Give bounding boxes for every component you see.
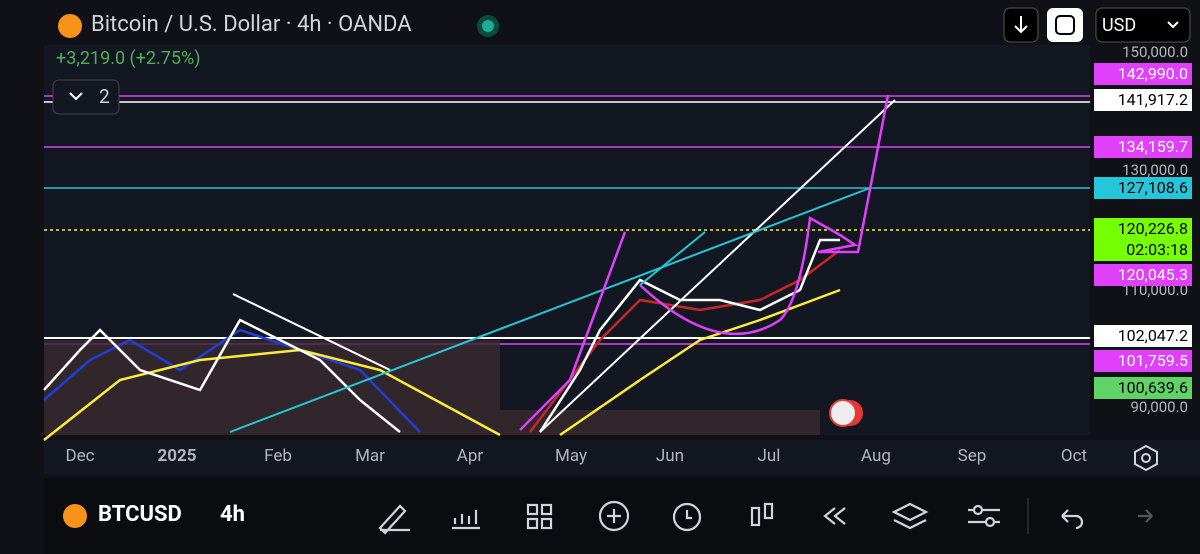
indicator-count: 2 <box>99 85 110 108</box>
indicator-toggle[interactable] <box>52 79 120 115</box>
price-grid-label: 130,000.0 <box>1122 161 1188 179</box>
time-axis-label: May <box>554 446 588 466</box>
time-axis-label: Aug <box>861 446 891 466</box>
price-level-label: 101,759.5 <box>1094 350 1192 372</box>
time-axis-label: Apr <box>456 446 484 466</box>
price-level-label: 120,045.3 <box>1094 264 1192 286</box>
price-level-label: 141,917.2 <box>1094 89 1192 111</box>
time-axis-label: Dec <box>65 446 95 466</box>
header-buttons[interactable] <box>1003 7 1191 43</box>
price-grid-label: 150,000.0 <box>1122 43 1188 61</box>
price-grid-label: 90,000.0 <box>1130 398 1189 416</box>
us-flag-icon <box>829 399 863 427</box>
price-level-label: 102,047.2 <box>1094 325 1192 347</box>
drawings <box>43 94 896 441</box>
price-level-label: 134,159.7 <box>1094 136 1192 158</box>
currency-select[interactable]: USD <box>1102 15 1137 36</box>
bitcoin-logo <box>58 14 87 528</box>
time-axis-label: Mar <box>355 446 385 466</box>
settings-icon[interactable] <box>1128 443 1164 471</box>
time-axis-bg <box>44 440 1200 474</box>
time-axis-label: Feb <box>264 446 292 466</box>
price-level-label: 100,639.6 <box>1094 377 1192 399</box>
symbol-title: Bitcoin / U.S. Dollar · 4h · OANDA <box>91 12 412 37</box>
time-axis-label: 2025 <box>157 446 197 466</box>
price-level-label: 127,108.6 <box>1094 177 1192 199</box>
time-axis-label: Jul <box>757 446 781 466</box>
toolbar-bg <box>44 478 1200 554</box>
last-price-label: 120,226.8 <box>1094 218 1192 240</box>
time-axis-label: Sep <box>957 446 987 466</box>
price-level-label: 142,990.0 <box>1094 63 1192 85</box>
bar-countdown: 02:03:18 <box>1094 239 1192 261</box>
time-axis-label: Oct <box>1060 446 1088 466</box>
volume-bars <box>44 340 820 435</box>
toolbar-symbol[interactable]: BTCUSD <box>98 502 182 527</box>
level-lines <box>44 95 1090 345</box>
toolbar-icons[interactable] <box>378 500 1153 535</box>
price-change: +3,219.0 (+2.75%) <box>56 48 201 69</box>
time-axis-label: Jun <box>655 446 685 466</box>
toolbar-interval[interactable]: 4h <box>220 502 245 527</box>
